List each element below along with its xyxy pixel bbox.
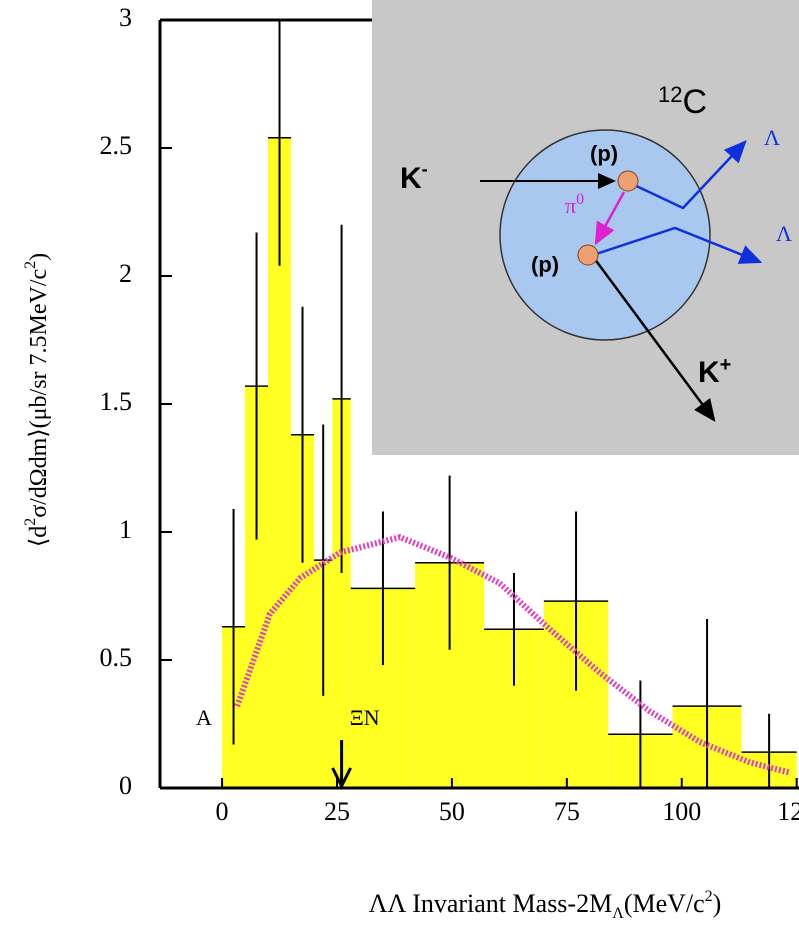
y-tick-label: 0: [119, 771, 132, 800]
y-tick-label: 0.5: [100, 643, 133, 672]
bar: [245, 386, 269, 788]
kminus-label: K-: [400, 159, 428, 195]
lambda-top-track: [631, 140, 747, 210]
label-part: (MeV/c: [624, 889, 705, 918]
plot-area: [222, 20, 797, 788]
label-part: ⟨d: [26, 526, 52, 547]
lambda-top-label: Λ: [764, 125, 780, 150]
y-tick-label: 2.5: [100, 131, 133, 160]
x-axis-label: ΛΛ Invariant Mass-2MΛ(MeV/c2): [369, 888, 722, 922]
label-part: ): [713, 889, 722, 918]
x-tick-label: 125: [777, 797, 799, 826]
annotation-a: A: [196, 705, 212, 730]
axes: [158, 18, 799, 790]
label-part: 2: [705, 888, 713, 905]
label-part: ): [26, 253, 52, 261]
fit-curve: [234, 533, 791, 776]
proton-bottom: [577, 244, 599, 266]
x-tick-label: 0: [216, 797, 229, 826]
bar: [268, 137, 292, 788]
label-part: 2: [22, 261, 39, 269]
bar: [291, 434, 315, 788]
lambda-bottom-track: [595, 226, 763, 264]
proton-bottom-label: (p): [531, 252, 559, 277]
y-axis-label: ⟨d2σ/dΩdm⟩(μb/sr 7.5MeV/c2): [22, 253, 52, 547]
x-tick-label: 50: [439, 797, 465, 826]
label-part: σ/dΩdm⟩(μb/sr 7.5MeV/c: [26, 269, 52, 518]
bar: [332, 398, 351, 788]
x-tick-label: 25: [324, 797, 350, 826]
label-part: Λ: [612, 905, 624, 922]
inset-diagram: 12C K- K+ π0 (p) (p) Λ Λ: [372, 0, 799, 455]
pion-label: π0: [565, 191, 584, 218]
y-tick-label: 2: [119, 259, 132, 288]
kplus-label: K+: [698, 354, 731, 389]
y-tick-label: 3: [119, 3, 132, 32]
annotation-threshold: ΞN: [350, 705, 380, 730]
y-tick-label: 1.5: [100, 387, 133, 416]
y-tick-label: 1: [119, 515, 132, 544]
kplus-arrow: [592, 257, 716, 423]
label-part: ΛΛ Invariant Mass-2M: [369, 889, 613, 918]
threshold-arrowhead: [331, 767, 352, 790]
proton-top-label: (p): [590, 141, 618, 166]
pion-arrow: [594, 191, 626, 246]
x-tick-label: 100: [662, 797, 701, 826]
lambda-bottom-label: Λ: [776, 221, 792, 246]
x-tick-label: 75: [554, 797, 580, 826]
label-part: 2: [22, 518, 39, 526]
nucleus-label: 12C: [658, 82, 707, 121]
proton-top: [617, 170, 639, 192]
